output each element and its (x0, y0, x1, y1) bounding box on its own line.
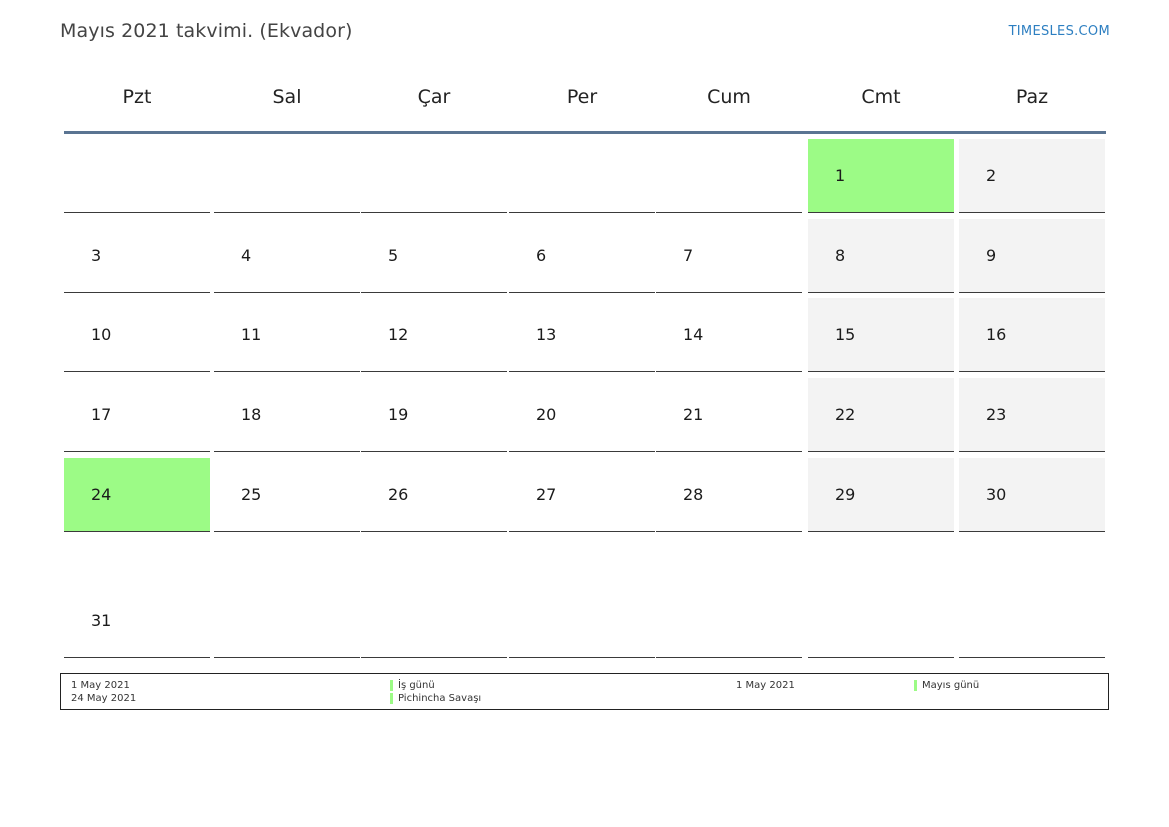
day-cell: 9 (959, 219, 1105, 293)
day-cell: 13 (509, 298, 655, 372)
empty-day-cell (656, 584, 802, 658)
day-cell: 2 (959, 139, 1105, 213)
day-cell: 11 (214, 298, 360, 372)
weekday-label: Sal (272, 86, 302, 108)
holiday-marker (914, 680, 917, 691)
weekday-label: Cum (707, 86, 751, 108)
empty-day-cell (361, 139, 507, 213)
empty-day-cell (959, 584, 1105, 658)
day-number: 19 (388, 405, 409, 424)
day-number: 30 (986, 485, 1007, 504)
day-number: 31 (91, 611, 112, 630)
day-number: 16 (986, 325, 1007, 344)
holiday-marker (390, 693, 393, 704)
day-cell: 21 (656, 378, 802, 452)
day-cell: 27 (509, 458, 655, 532)
day-number: 7 (683, 246, 694, 265)
day-cell: 3 (64, 219, 210, 293)
day-cell: 23 (959, 378, 1105, 452)
day-number: 1 (835, 166, 846, 185)
day-number: 14 (683, 325, 704, 344)
empty-day-cell (64, 139, 210, 213)
day-cell: 4 (214, 219, 360, 293)
day-cell: 28 (656, 458, 802, 532)
day-cell: 6 (509, 219, 655, 293)
day-cell: 8 (808, 219, 954, 293)
day-cell: 20 (509, 378, 655, 452)
day-number: 28 (683, 485, 704, 504)
legend-date: 24 May 2021 (71, 693, 137, 704)
brand-link[interactable]: TIMESLES.COM (1008, 24, 1110, 39)
holiday-marker (390, 680, 393, 691)
page-title: Mayıs 2021 takvimi. (Ekvador) (60, 20, 353, 42)
day-cell: 25 (214, 458, 360, 532)
day-cell: 26 (361, 458, 507, 532)
day-number: 8 (835, 246, 846, 265)
day-cell: 16 (959, 298, 1105, 372)
legend-date: 1 May 2021 (736, 680, 795, 691)
day-cell: 14 (656, 298, 802, 372)
day-number: 20 (536, 405, 557, 424)
day-number: 3 (91, 246, 102, 265)
empty-day-cell (214, 139, 360, 213)
day-number: 6 (536, 246, 547, 265)
day-number: 12 (388, 325, 409, 344)
empty-day-cell (509, 139, 655, 213)
day-cell: 7 (656, 219, 802, 293)
empty-day-cell (656, 139, 802, 213)
weekday-label: Çar (417, 86, 451, 108)
day-cell: 18 (214, 378, 360, 452)
weekday-label: Pzt (122, 86, 152, 108)
legend-holiday-name: İş günü (398, 680, 435, 691)
weekday-label: Cmt (861, 86, 901, 108)
day-number: 21 (683, 405, 704, 424)
day-number: 9 (986, 246, 997, 265)
day-cell: 31 (64, 584, 210, 658)
day-cell: 10 (64, 298, 210, 372)
day-number: 17 (91, 405, 112, 424)
day-cell: 24 (64, 458, 210, 532)
holiday-legend: 1 May 2021 24 May 2021 İş günü Pichincha… (60, 673, 1109, 710)
empty-day-cell (509, 584, 655, 658)
day-number: 11 (241, 325, 262, 344)
weekday-label: Paz (1015, 86, 1049, 108)
day-number: 18 (241, 405, 262, 424)
empty-day-cell (808, 584, 954, 658)
day-number: 23 (986, 405, 1007, 424)
empty-day-cell (214, 584, 360, 658)
legend-date: 1 May 2021 (71, 680, 130, 691)
day-cell: 17 (64, 378, 210, 452)
day-cell: 15 (808, 298, 954, 372)
weekday-label: Per (566, 86, 598, 108)
legend-holiday-name: Mayıs günü (922, 680, 980, 691)
day-cell: 30 (959, 458, 1105, 532)
day-number: 4 (241, 246, 252, 265)
day-cell: 5 (361, 219, 507, 293)
legend-holiday-name: Pichincha Savaşı (398, 693, 482, 704)
day-number: 25 (241, 485, 262, 504)
day-number: 24 (91, 485, 112, 504)
header-divider (64, 131, 1106, 134)
day-number: 5 (388, 246, 399, 265)
day-number: 22 (835, 405, 856, 424)
day-number: 13 (536, 325, 557, 344)
day-number: 2 (986, 166, 997, 185)
day-number: 29 (835, 485, 856, 504)
day-number: 27 (536, 485, 557, 504)
day-cell: 29 (808, 458, 954, 532)
day-cell: 1 (808, 139, 954, 213)
empty-day-cell (361, 584, 507, 658)
day-cell: 22 (808, 378, 954, 452)
day-number: 15 (835, 325, 856, 344)
day-number: 26 (388, 485, 409, 504)
day-cell: 12 (361, 298, 507, 372)
day-cell: 19 (361, 378, 507, 452)
day-number: 10 (91, 325, 112, 344)
